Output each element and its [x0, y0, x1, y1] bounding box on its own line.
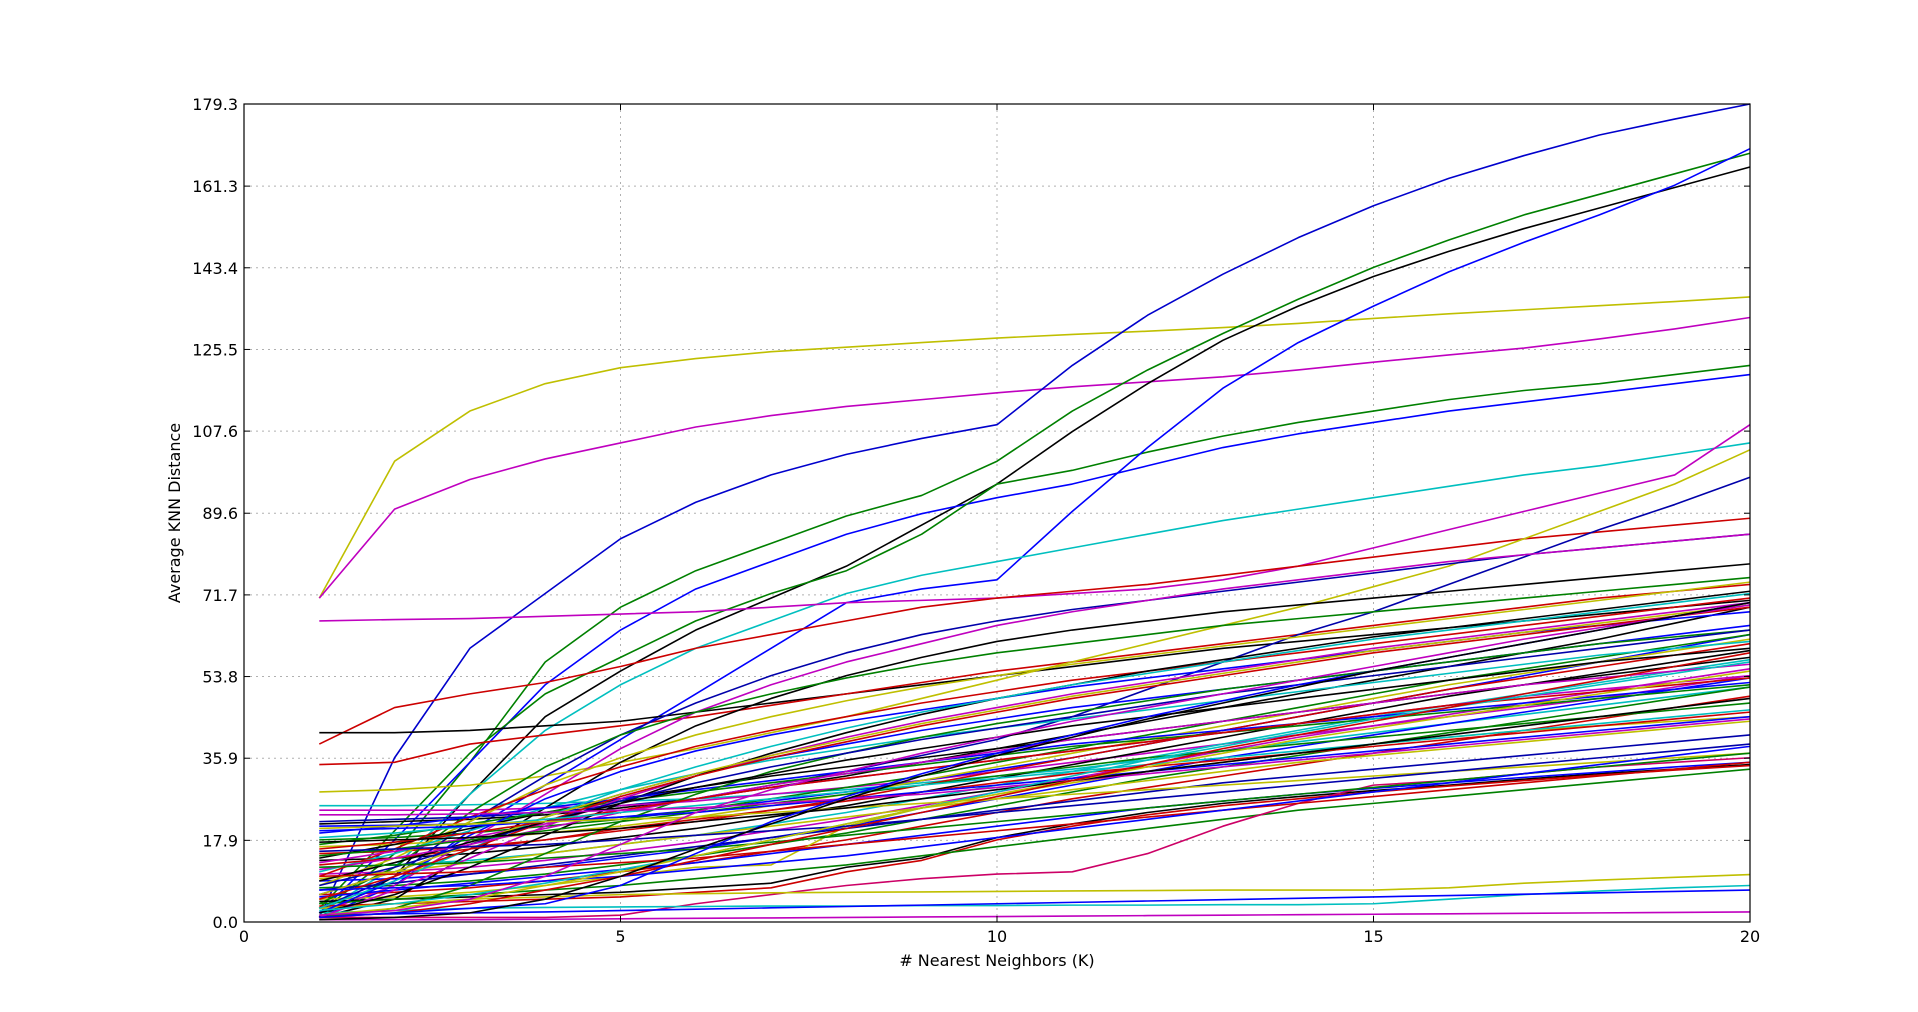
y-tick-label: 17.9 — [202, 831, 238, 850]
series-line-63 — [319, 663, 1751, 871]
series-line-3 — [318, 103, 1751, 918]
y-tick-label: 107.6 — [192, 422, 238, 441]
y-tick-label: 89.6 — [202, 504, 238, 523]
series-line-10 — [319, 424, 1751, 622]
y-tick-label: 179.3 — [192, 95, 238, 114]
series-line-2 — [318, 316, 1751, 599]
series-line-66 — [319, 709, 1751, 839]
series-line-27 — [319, 686, 1751, 889]
series-line-34 — [319, 581, 1751, 887]
series-line-51 — [319, 884, 1751, 914]
series-line-71 — [319, 743, 1751, 853]
series-line-64 — [319, 677, 1751, 850]
series-line-68 — [319, 752, 1751, 830]
y-tick-label: 0.0 — [213, 913, 238, 932]
y-tick-label: 71.7 — [202, 586, 238, 605]
series-line-76 — [319, 670, 1751, 916]
series-line-32 — [319, 563, 1751, 919]
series-line-17 — [319, 686, 1751, 807]
x-axis-label: # Nearest Neighbors (K) — [899, 951, 1094, 970]
series-line-70 — [319, 697, 1751, 843]
series-line-35 — [319, 597, 1751, 878]
y-tick-label: 125.5 — [192, 340, 238, 359]
y-tick-label: 143.4 — [192, 259, 238, 278]
series-line-13 — [319, 583, 1751, 766]
x-tick-label: 10 — [987, 927, 1007, 946]
x-tick-label: 20 — [1740, 927, 1760, 946]
series-line-80 — [319, 601, 1751, 921]
series-line-45 — [319, 763, 1751, 903]
series-line-47 — [319, 761, 1751, 898]
series-line-8 — [318, 147, 1751, 919]
x-tick-label: 0 — [239, 927, 249, 946]
series-line-53 — [319, 889, 1751, 916]
series-line-52 — [319, 911, 1751, 921]
x-tick-label: 15 — [1363, 927, 1383, 946]
series-line-42 — [319, 711, 1751, 866]
series-line-11 — [318, 517, 1751, 745]
series-line-60 — [319, 604, 1751, 896]
series-line-9 — [318, 442, 1751, 914]
series-line-75 — [319, 661, 1751, 912]
axis-ticks: 0 5 10 15 20 0.0 17.9 35.9 53.8 71.7 89.6 107.6 125.… — [192, 95, 1760, 946]
x-tick-label: 5 — [615, 927, 625, 946]
series-line-77 — [319, 652, 1751, 919]
series-line-79 — [319, 604, 1751, 916]
series-line-7 — [318, 364, 1751, 909]
series-line-5 — [318, 166, 1751, 919]
series-line-37 — [319, 640, 1751, 873]
y-axis-label: Average KNN Distance — [165, 423, 184, 603]
series-group — [318, 103, 1751, 921]
series-line-50 — [319, 873, 1751, 910]
series-line-14 — [319, 449, 1751, 793]
series-line-44 — [319, 734, 1751, 891]
y-tick-label: 53.8 — [202, 668, 238, 687]
series-line-65 — [319, 702, 1751, 857]
series-line-6 — [318, 373, 1751, 914]
series-line-72 — [319, 761, 1751, 878]
series-line-48 — [319, 768, 1751, 905]
y-tick-label: 35.9 — [202, 749, 238, 768]
series-line-43 — [319, 720, 1751, 880]
series-line-33 — [318, 576, 1751, 905]
series-line-1 — [318, 296, 1751, 599]
y-tick-label: 161.3 — [192, 177, 238, 196]
series-line-4 — [318, 152, 1751, 914]
series-line-41 — [319, 681, 1751, 834]
series-line-54 — [319, 629, 1751, 919]
series-line-18 — [319, 674, 1751, 812]
